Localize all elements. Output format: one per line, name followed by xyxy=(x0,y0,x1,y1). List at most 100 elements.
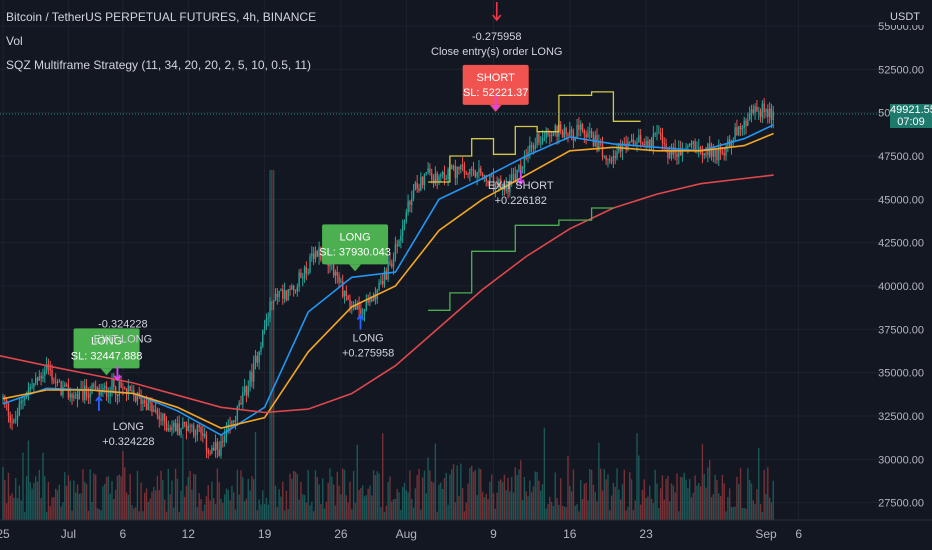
exit-arrow xyxy=(113,365,122,382)
price-tick-label: 45000.00 xyxy=(878,194,924,206)
long-arrow xyxy=(95,395,103,411)
volume-indicator-label[interactable]: Vol xyxy=(6,34,23,48)
strategy-indicator-label[interactable]: SQZ Multiframe Strategy (11, 34, 20, 20,… xyxy=(6,58,312,72)
volume-bar xyxy=(730,506,733,520)
candle-body xyxy=(710,148,713,157)
volume-bar xyxy=(703,473,705,520)
currency-label[interactable]: USDT xyxy=(886,9,924,25)
signal-text: EXIT LONG xyxy=(94,334,152,346)
candle-body xyxy=(234,420,237,422)
volume-bar xyxy=(307,469,309,520)
volume-bar xyxy=(104,483,106,520)
volume-bar xyxy=(481,491,484,520)
volume-bar xyxy=(276,507,279,520)
volume-bar xyxy=(82,469,84,520)
volume-bar xyxy=(29,482,31,520)
candle-body xyxy=(145,403,148,410)
volume-bar xyxy=(756,489,758,520)
volume-bar xyxy=(545,508,547,520)
volume-bar xyxy=(599,468,602,520)
volume-bar xyxy=(133,508,135,520)
candle-body xyxy=(750,109,753,114)
candle-body xyxy=(205,434,208,451)
volume-bar xyxy=(478,468,480,520)
volume-bar xyxy=(627,506,629,520)
volume-bar xyxy=(87,510,90,520)
volume-bar xyxy=(565,506,567,520)
volume-bar xyxy=(505,490,507,520)
volume-bar xyxy=(443,478,446,520)
volume-bar xyxy=(423,470,426,520)
candle-body xyxy=(256,355,259,363)
volume-bar xyxy=(367,488,369,520)
candle-body xyxy=(630,139,633,143)
volume-bar xyxy=(7,472,10,520)
volume-bar xyxy=(15,478,17,520)
candle-body xyxy=(768,108,771,117)
candle-body xyxy=(15,419,17,421)
candle-body xyxy=(274,293,277,301)
volume-bar xyxy=(325,501,328,520)
volume-bar xyxy=(485,493,487,520)
volume-bar xyxy=(49,506,51,520)
volume-bar xyxy=(262,490,264,520)
volume-bar xyxy=(33,482,35,520)
volume-bar xyxy=(213,498,215,520)
candle-body xyxy=(338,275,340,283)
volume-bar xyxy=(58,484,61,520)
volume-bar xyxy=(296,474,298,520)
volume-bar xyxy=(641,489,644,520)
volume-bar xyxy=(122,451,124,520)
candle-body xyxy=(676,153,678,158)
trade-box-pointer xyxy=(349,264,362,272)
candle-body xyxy=(378,282,380,290)
volume-bar xyxy=(421,477,424,520)
candle-body xyxy=(89,393,91,398)
candle-body xyxy=(520,164,522,170)
volume-bar xyxy=(56,490,59,520)
volume-bar xyxy=(638,455,640,520)
volume-bar xyxy=(193,473,195,520)
candle-body xyxy=(754,106,756,114)
candle-body xyxy=(747,119,749,126)
volume-bar xyxy=(336,471,338,520)
volume-bar xyxy=(645,498,647,520)
candle-body xyxy=(127,385,130,394)
candle-body xyxy=(592,137,595,147)
candle-body xyxy=(381,281,384,285)
candle-body xyxy=(569,129,571,136)
candle-body xyxy=(31,386,33,388)
volume-bar xyxy=(391,501,393,520)
volume-bar xyxy=(131,505,133,520)
candle-body xyxy=(231,420,233,426)
candle-body xyxy=(309,256,311,273)
candle-body xyxy=(687,146,689,148)
candle-body xyxy=(138,392,140,396)
volume-bar xyxy=(214,504,217,520)
trade-box-text: SL: 32447.888 xyxy=(71,350,143,362)
volume-bar xyxy=(445,472,447,520)
volume-bar xyxy=(394,498,397,520)
candle-body xyxy=(38,376,41,381)
volume-bar xyxy=(634,500,636,520)
volume-bar xyxy=(369,485,371,520)
candle-body xyxy=(598,141,600,151)
candle-body xyxy=(483,175,486,177)
candle-body xyxy=(498,179,500,185)
volume-bar xyxy=(536,471,538,520)
volume-bar xyxy=(747,468,749,520)
volume-bar xyxy=(398,492,400,520)
candle-body xyxy=(213,448,215,451)
candle-body xyxy=(76,394,79,400)
candle-body xyxy=(285,290,288,301)
volume-bar xyxy=(263,504,266,520)
candle-body xyxy=(645,140,647,146)
candle-body xyxy=(316,251,318,257)
volume-bar xyxy=(22,452,24,520)
candle-body xyxy=(214,442,217,451)
candle-body xyxy=(767,109,769,117)
candle-body xyxy=(360,309,362,314)
candle-body xyxy=(165,423,168,431)
volume-bar xyxy=(690,497,693,520)
